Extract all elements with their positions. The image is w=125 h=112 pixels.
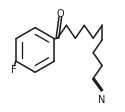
Text: F: F [11,65,17,75]
Text: N: N [98,94,106,104]
Text: O: O [56,8,64,18]
